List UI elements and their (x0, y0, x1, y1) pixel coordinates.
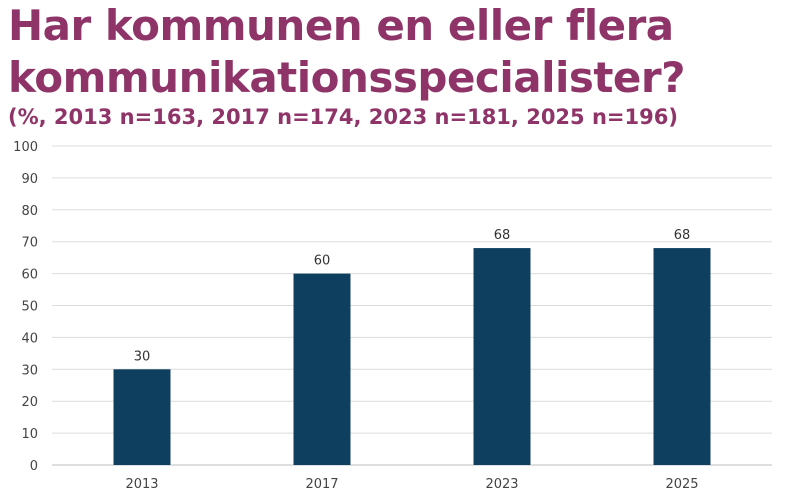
y-tick-label: 70 (21, 236, 38, 251)
y-tick-label: 30 (21, 363, 38, 378)
data-label-2017: 60 (314, 254, 331, 269)
chart-title: Har kommunen en eller flera kommunikatio… (8, 1, 686, 102)
bars (113, 248, 711, 465)
y-tick-label: 50 (21, 300, 38, 315)
bar-2025 (653, 248, 711, 465)
bar-2013 (113, 369, 171, 465)
y-tick-label: 90 (21, 172, 38, 187)
x-axis-ticks: 2013 2017 2023 2025 (125, 477, 698, 492)
gridlines (52, 145, 772, 466)
data-label-2023: 68 (494, 228, 511, 243)
data-label-2013: 30 (134, 349, 151, 364)
y-tick-label: 60 (21, 268, 38, 283)
data-labels: 30 60 68 68 (134, 228, 691, 364)
bar-2023 (473, 248, 531, 465)
bar-2017 (293, 273, 351, 465)
x-tick-label-2025: 2025 (665, 477, 698, 492)
y-tick-label: 40 (21, 331, 38, 346)
x-tick-label-2023: 2023 (485, 477, 518, 492)
y-axis-ticks: 0 10 20 30 40 50 60 70 80 90 100 (13, 140, 38, 474)
y-tick-label: 0 (30, 459, 38, 474)
y-tick-label: 100 (13, 140, 38, 155)
y-tick-label: 20 (21, 395, 38, 410)
x-tick-label-2017: 2017 (305, 477, 338, 492)
chart-subtitle: (%, 2013 n=163, 2017 n=174, 2023 n=181, … (8, 105, 678, 129)
y-tick-label: 10 (21, 427, 38, 442)
x-tick-label-2013: 2013 (125, 477, 158, 492)
y-tick-label: 80 (21, 204, 38, 219)
data-label-2025: 68 (674, 228, 691, 243)
